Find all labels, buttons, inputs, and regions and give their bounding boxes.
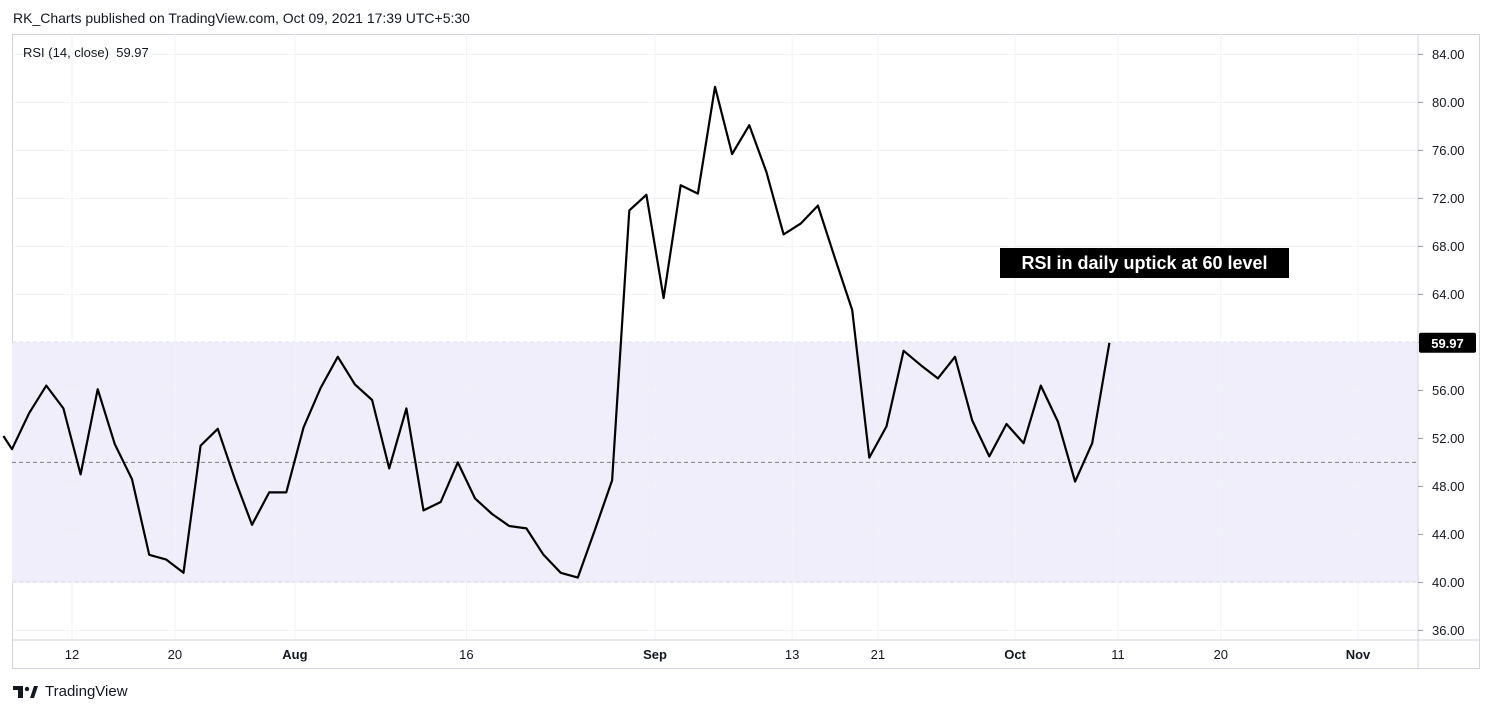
indicator-legend[interactable]: RSI (14, close) 59.97: [23, 45, 149, 60]
price-tick-label: 36.00: [1432, 623, 1465, 638]
tradingview-logo-icon: [13, 685, 38, 698]
price-tick-label: 48.00: [1432, 479, 1465, 494]
time-tick-label: 20: [168, 647, 182, 662]
rsi-line-layer: [2, 85, 1111, 579]
current-value-badge: [1419, 332, 1476, 353]
price-axis-labels: 36.0040.0044.0048.0052.0056.0060.0064.00…: [1418, 47, 1465, 638]
time-tick-label: Oct: [1004, 647, 1026, 662]
price-tick-label: 40.00: [1432, 575, 1465, 590]
tradingview-footer[interactable]: TradingView: [13, 683, 128, 700]
rsi-line: [2, 85, 1111, 579]
price-tick-label: 68.00: [1432, 239, 1465, 254]
price-tick-label: 52.00: [1432, 431, 1465, 446]
time-tick-label: Sep: [643, 647, 667, 662]
price-tick-label: 56.00: [1432, 383, 1465, 398]
price-tick-label: 76.00: [1432, 143, 1465, 158]
tradingview-brand: TradingView: [45, 683, 128, 700]
rsi-band-layer: [12, 341, 1418, 583]
time-tick-label: 11: [1111, 647, 1125, 662]
price-tick-label: 80.00: [1432, 95, 1465, 110]
time-tick-label: 20: [1214, 647, 1228, 662]
time-tick-label: Nov: [1346, 647, 1371, 662]
time-tick-label: 12: [65, 647, 79, 662]
price-tick-label: 72.00: [1432, 191, 1465, 206]
time-tick-label: Aug: [282, 647, 307, 662]
time-tick-label: 21: [871, 647, 885, 662]
time-tick-label: 13: [785, 647, 799, 662]
price-tick-label: 84.00: [1432, 47, 1465, 62]
annotation-text-box[interactable]: RSI in daily uptick at 60 level: [1000, 248, 1289, 278]
current-value-label: 59.97: [1431, 336, 1464, 351]
price-tick-label: 44.00: [1432, 527, 1465, 542]
indicator-name: RSI (14, close): [23, 45, 109, 60]
grid-layer: [12, 34, 1418, 640]
price-tick-label: 64.00: [1432, 287, 1465, 302]
indicator-value: 59.97: [116, 45, 149, 60]
time-tick-label: 16: [459, 647, 473, 662]
axes-layer: 36.0040.0044.0048.0052.0056.0060.0064.00…: [12, 34, 1480, 669]
publisher-header: RK_Charts published on TradingView.com, …: [13, 10, 470, 26]
